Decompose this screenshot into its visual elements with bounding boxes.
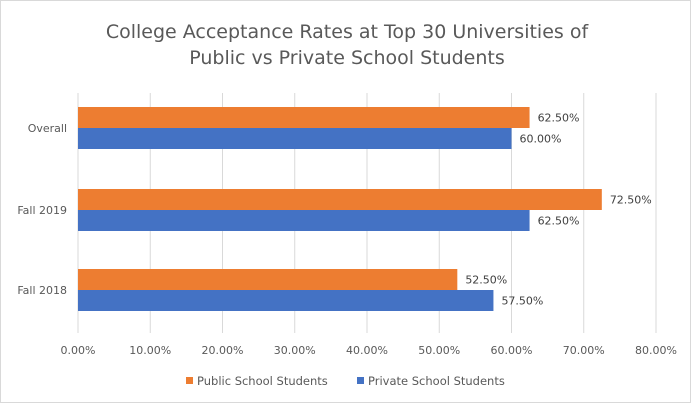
x-tick-label: 20.00% <box>202 344 244 357</box>
x-tick-label: 0.00% <box>61 344 96 357</box>
x-tick-label: 10.00% <box>129 344 171 357</box>
data-labels: 62.50% 72.50% 52.50% 60.00% 62.50% 57.50% <box>465 112 651 308</box>
data-label: 62.50% <box>538 112 580 125</box>
chart-title-line-1: College Acceptance Rates at Top 30 Unive… <box>106 21 590 43</box>
x-tick-label: 40.00% <box>346 344 388 357</box>
bar-private <box>78 290 494 311</box>
x-tick-label: 60.00% <box>491 344 533 357</box>
legend-label: Public School Students <box>197 374 328 388</box>
category-label: Fall 2018 <box>17 284 67 297</box>
legend-swatch <box>186 377 193 384</box>
data-label: 60.00% <box>520 133 562 146</box>
data-label: 52.50% <box>465 274 507 287</box>
x-tick-label: 70.00% <box>563 344 605 357</box>
chart-title: College Acceptance Rates at Top 30 Unive… <box>106 21 590 69</box>
legend-swatch <box>357 377 364 384</box>
bars <box>78 107 602 311</box>
x-tick-label: 50.00% <box>418 344 460 357</box>
category-label: Overall <box>28 122 67 135</box>
bar-public <box>78 189 602 210</box>
chart-title-line-2: Public vs Private School Students <box>189 47 505 69</box>
data-label: 72.50% <box>610 194 652 207</box>
x-axis-tick-labels: 0.00% 10.00% 20.00% 30.00% 40.00% 50.00% 60.00… <box>61 344 677 357</box>
legend: Public School Students Private School Stu… <box>186 374 505 388</box>
data-label: 62.50% <box>538 215 580 228</box>
data-label: 57.50% <box>501 295 543 308</box>
category-label: Fall 2019 <box>17 204 67 217</box>
y-axis-category-labels: Overall Fall 2019 Fall 2018 <box>17 122 67 297</box>
legend-label: Private School Students <box>368 374 505 388</box>
bar-private <box>78 210 530 231</box>
x-tick-label: 80.00% <box>635 344 677 357</box>
bar-private <box>78 128 512 149</box>
bar-public <box>78 107 530 128</box>
x-tick-label: 30.00% <box>274 344 316 357</box>
bar-public <box>78 269 458 290</box>
